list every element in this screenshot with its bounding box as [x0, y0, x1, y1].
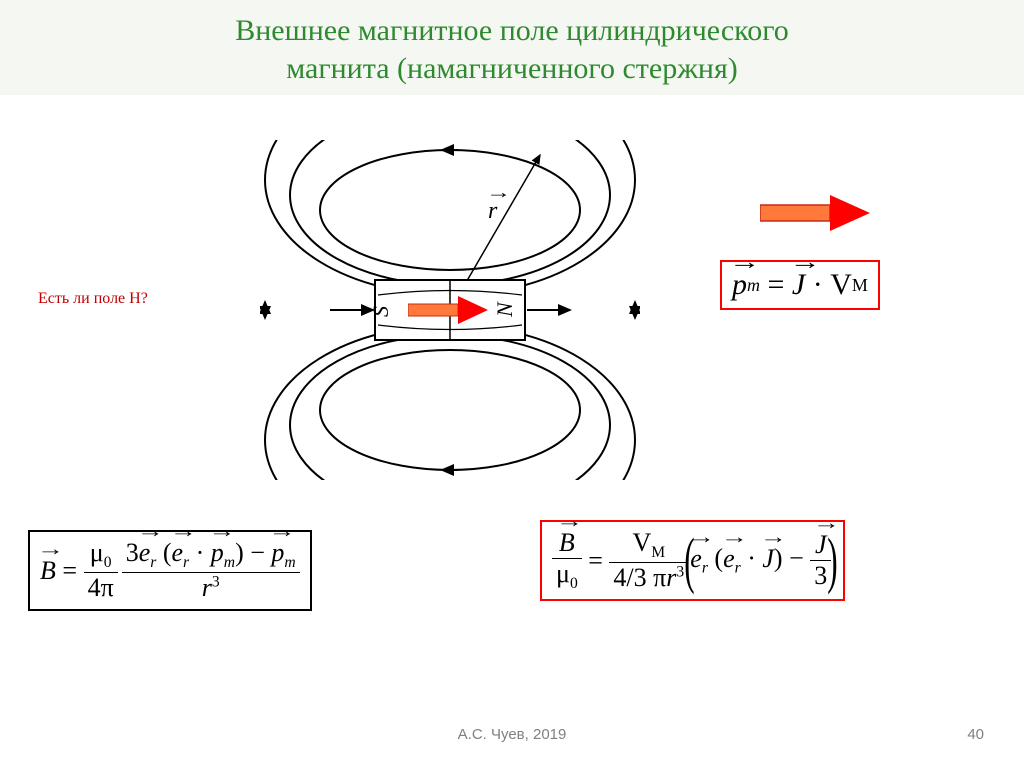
side-question: Есть ли поле H?	[38, 290, 148, 308]
formula-b-dipole: →B = μ0 4π 3→er (→er · →pm) − →pm r3	[28, 530, 312, 611]
title-bar: Внешнее магнитное поле цилиндрического м…	[0, 0, 1024, 95]
formula-b-over-mu0: →B μ0 = VМ 4/3 πr3 ( →er (→er · →J) − →J…	[540, 520, 845, 601]
r-vector-label: →r	[488, 198, 497, 225]
page-title: Внешнее магнитное поле цилиндрического м…	[30, 12, 994, 87]
south-pole-label: S	[368, 306, 393, 317]
north-pole-label: N	[492, 301, 517, 318]
magnetization-arrow-icon	[408, 296, 488, 324]
title-line-1: Внешнее магнитное поле цилиндрического	[235, 14, 789, 47]
title-line-2: магнита (намагниченного стержня)	[286, 52, 738, 85]
formula-pm: →pm = →J · VМ	[720, 260, 880, 310]
question-text: Есть ли поле H?	[38, 290, 148, 307]
big-red-arrow-icon	[760, 195, 870, 231]
magnet-field-diagram: S N →r	[260, 140, 640, 480]
footer-author: А.С. Чуев, 2019	[0, 726, 1024, 743]
footer-page-number: 40	[967, 726, 984, 743]
